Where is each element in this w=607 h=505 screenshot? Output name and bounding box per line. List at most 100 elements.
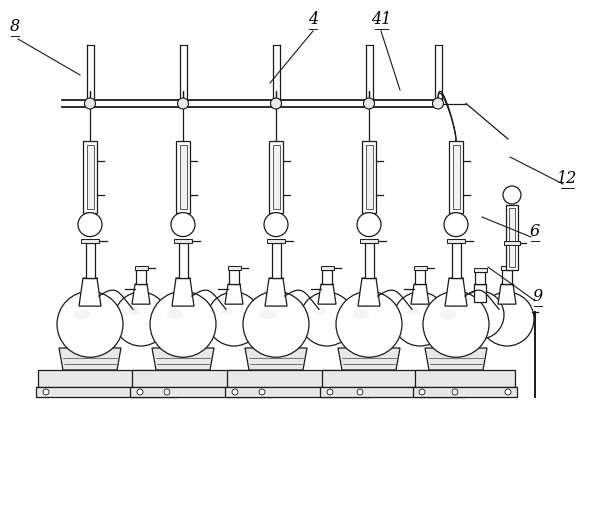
Circle shape <box>114 292 168 346</box>
Ellipse shape <box>494 308 506 316</box>
Bar <box>447 239 465 243</box>
Polygon shape <box>132 285 150 305</box>
Text: 12: 12 <box>557 170 577 187</box>
Circle shape <box>433 99 444 110</box>
Text: 6: 6 <box>530 223 540 239</box>
Ellipse shape <box>260 310 276 320</box>
Circle shape <box>503 187 521 205</box>
Bar <box>473 268 486 272</box>
Circle shape <box>357 213 381 237</box>
Text: 41: 41 <box>371 11 391 28</box>
Circle shape <box>264 213 288 237</box>
Bar <box>322 271 332 285</box>
Bar <box>504 241 520 245</box>
Circle shape <box>271 99 282 110</box>
Bar <box>501 267 514 271</box>
Bar <box>506 206 518 271</box>
Bar <box>83 141 97 213</box>
Ellipse shape <box>407 308 419 316</box>
Circle shape <box>232 389 238 395</box>
Bar <box>229 271 239 285</box>
Bar <box>176 141 190 213</box>
Ellipse shape <box>353 310 369 320</box>
Ellipse shape <box>221 308 233 316</box>
Bar <box>509 209 515 268</box>
Bar <box>452 243 461 279</box>
Bar <box>227 370 368 387</box>
Circle shape <box>137 389 143 395</box>
Circle shape <box>43 389 49 395</box>
Polygon shape <box>411 285 429 305</box>
Ellipse shape <box>314 308 326 316</box>
Bar <box>322 370 463 387</box>
Polygon shape <box>445 279 467 307</box>
Bar <box>273 145 279 209</box>
Circle shape <box>243 292 309 358</box>
Polygon shape <box>59 348 121 370</box>
Polygon shape <box>79 279 101 307</box>
Circle shape <box>452 389 458 395</box>
Circle shape <box>364 99 375 110</box>
Polygon shape <box>225 285 243 305</box>
Polygon shape <box>265 279 287 307</box>
Polygon shape <box>498 285 516 305</box>
Circle shape <box>207 292 261 346</box>
Circle shape <box>505 389 511 395</box>
Bar <box>362 141 376 213</box>
Circle shape <box>456 291 504 339</box>
Circle shape <box>177 99 189 110</box>
Text: 8: 8 <box>10 18 20 35</box>
Bar <box>415 370 515 387</box>
Bar <box>130 387 272 397</box>
Bar <box>475 272 485 284</box>
Circle shape <box>480 292 534 346</box>
Bar <box>38 370 175 387</box>
Circle shape <box>150 292 216 358</box>
Bar <box>365 145 373 209</box>
Polygon shape <box>318 285 336 305</box>
Bar <box>269 141 283 213</box>
Bar <box>364 243 373 279</box>
Bar <box>271 243 280 279</box>
Bar <box>225 387 370 397</box>
Polygon shape <box>172 279 194 307</box>
Circle shape <box>393 292 447 346</box>
Bar <box>267 239 285 243</box>
Bar <box>228 267 240 271</box>
Bar <box>415 271 425 285</box>
Bar <box>502 271 512 285</box>
Bar <box>86 243 95 279</box>
Circle shape <box>259 389 265 395</box>
Polygon shape <box>338 348 400 370</box>
Bar <box>180 145 186 209</box>
Bar <box>360 239 378 243</box>
Polygon shape <box>245 348 307 370</box>
Circle shape <box>300 292 354 346</box>
Bar <box>132 370 270 387</box>
Bar <box>178 243 188 279</box>
Bar <box>135 267 148 271</box>
Polygon shape <box>152 348 214 370</box>
Ellipse shape <box>74 310 90 320</box>
Circle shape <box>357 389 363 395</box>
Circle shape <box>171 213 195 237</box>
Polygon shape <box>425 348 487 370</box>
Circle shape <box>419 389 425 395</box>
Text: 4: 4 <box>308 11 318 28</box>
Bar <box>87 145 93 209</box>
Bar <box>413 387 517 397</box>
Bar <box>136 271 146 285</box>
Ellipse shape <box>128 308 140 316</box>
Bar <box>81 239 99 243</box>
Circle shape <box>336 292 402 358</box>
Circle shape <box>327 389 333 395</box>
Bar <box>320 387 465 397</box>
Bar <box>413 267 427 271</box>
Bar <box>474 284 486 302</box>
Bar <box>452 145 459 209</box>
Circle shape <box>423 292 489 358</box>
Bar <box>449 141 463 213</box>
Bar <box>320 267 333 271</box>
Circle shape <box>164 389 170 395</box>
Circle shape <box>57 292 123 358</box>
